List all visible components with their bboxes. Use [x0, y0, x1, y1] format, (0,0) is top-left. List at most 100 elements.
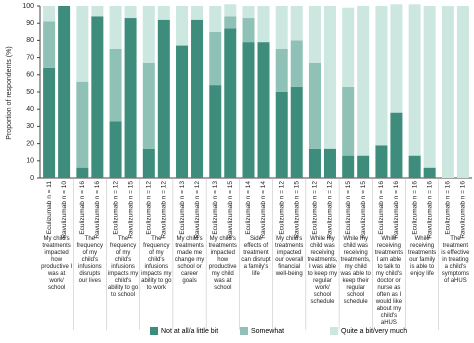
bar-label: Ravulizumab n = 15 — [127, 181, 134, 239]
bar-label: Ravulizumab n = 15 — [293, 181, 300, 239]
bar-segment — [423, 6, 436, 168]
y-tick-label: 40 — [26, 106, 34, 113]
bar-segment — [408, 155, 421, 178]
bar-label: Ravulizumab n = 15 — [227, 181, 234, 239]
bar-label: Eculizumab n = 16 — [378, 181, 385, 235]
group-label: While my child was receiving treatments,… — [307, 236, 338, 305]
bar-segment — [191, 6, 204, 20]
group-label: While receiving treatments our family is… — [407, 236, 437, 277]
y-axis-label: Proportion of respondents (%) — [6, 46, 13, 139]
bar-segment — [257, 6, 270, 43]
bar-segment — [308, 148, 321, 178]
y-tick-label: 100 — [22, 3, 34, 10]
bar-label: Eculizumab n = 16 — [79, 181, 86, 235]
group-label: The frequency of my child's infusions di… — [76, 236, 103, 284]
legend-swatch — [330, 327, 338, 335]
bar-segment — [91, 16, 104, 178]
bar-segment — [275, 49, 288, 92]
bar-label: Ravulizumab n = 12 — [161, 181, 168, 239]
bar-segment — [257, 42, 270, 179]
bar-label: Eculizumab n = 12 — [278, 181, 285, 235]
y-tick-label: 50 — [26, 89, 34, 96]
bar-segment — [209, 31, 222, 86]
bar-segment — [441, 6, 454, 178]
bar-segment — [275, 6, 288, 49]
legend-item: Not at all/a little bit — [150, 327, 218, 335]
bar-segment — [224, 4, 237, 17]
group-label: While my child was receiving treatments,… — [340, 236, 371, 305]
bar-label: Ravulizumab n = 10 — [61, 181, 68, 239]
bar-segment — [342, 7, 355, 87]
bar-label: Ravulizumab n = 15 — [360, 181, 367, 239]
bar-segment — [191, 19, 204, 179]
bar-segment — [157, 19, 170, 179]
bar-segment — [76, 6, 89, 82]
legend-label: Somewhat — [251, 327, 285, 335]
bar-segment — [109, 121, 122, 178]
bar-label: Eculizumab n = 11 — [46, 181, 53, 235]
bar-segment — [290, 6, 303, 41]
group-label: My child's treatments impacted how produ… — [41, 236, 73, 291]
bar-segment — [423, 167, 436, 178]
group-label: Side effects of treatment can disrupt a … — [241, 236, 271, 277]
y-tick-label: 70 — [26, 54, 34, 61]
bar-segment — [342, 86, 355, 156]
legend-swatch — [240, 327, 248, 335]
bar-label: Ravulizumab n = 16 — [94, 181, 101, 239]
bar-segment — [323, 148, 336, 178]
y-tick-label: 20 — [26, 140, 34, 147]
bar-label: Eculizumab n = 16 — [445, 181, 452, 235]
bar-label: Eculizumab n = 12 — [112, 181, 119, 235]
bar-segment — [456, 6, 469, 178]
bar-segment — [43, 21, 56, 68]
y-tick-label: 90 — [26, 20, 34, 27]
group-label: My child's treatments impacted how produ… — [208, 236, 237, 291]
bar-segment — [224, 28, 237, 178]
bar-label: Ravulizumab n = 12 — [327, 181, 334, 239]
bar-segment — [242, 18, 255, 43]
y-tick-label: 30 — [26, 123, 34, 130]
bar-segment — [76, 81, 89, 168]
legend-swatch — [150, 327, 158, 335]
bar-segment — [375, 6, 388, 146]
bar-segment — [357, 6, 370, 156]
legend-item: Quite a bit/very much — [330, 327, 407, 335]
bar-segment — [275, 92, 288, 178]
bar-label: Ravulizumab n = 12 — [194, 181, 201, 239]
bar-segment — [43, 6, 56, 22]
bar-segment — [242, 6, 255, 19]
bar-segment — [290, 86, 303, 178]
bar-segment — [176, 45, 189, 179]
bar-label: Ravulizumab n = 16 — [460, 181, 467, 239]
group-label: The frequency of my child's infusions im… — [141, 236, 172, 291]
bar-segment — [242, 42, 255, 179]
group-label: The frequency of my child's infusions im… — [107, 236, 139, 298]
bar-label: Eculizumab n = 13 — [212, 181, 219, 235]
bar-segment — [91, 6, 104, 17]
bar-segment — [408, 4, 421, 156]
bar-segment — [124, 18, 137, 179]
legend-label: Quite a bit/very much — [341, 327, 408, 335]
y-tick-label: 80 — [26, 37, 34, 44]
legend-item: Somewhat — [240, 327, 284, 335]
legend-label: Not at all/a little bit — [161, 327, 219, 335]
bar-segment — [390, 112, 403, 178]
bar-segment — [176, 6, 189, 46]
bar-segment — [375, 145, 388, 178]
bar-label: Eculizumab n = 12 — [312, 181, 319, 235]
bar-segment — [308, 62, 321, 149]
bar-segment — [109, 6, 122, 49]
bar-segment — [109, 49, 122, 122]
bar-segment — [142, 6, 155, 63]
bar-label: Ravulizumab n = 16 — [393, 181, 400, 239]
bar-label: Eculizumab n = 12 — [146, 181, 153, 235]
bar-segment — [43, 67, 56, 178]
bar-segment — [58, 6, 71, 178]
bar-label: Eculizumab n = 15 — [345, 181, 352, 235]
group-label: My child's treatments impacted our overa… — [275, 236, 304, 277]
bar-label: Ravulizumab n = 16 — [426, 181, 433, 239]
bar-segment — [308, 6, 321, 63]
bar-segment — [357, 155, 370, 178]
